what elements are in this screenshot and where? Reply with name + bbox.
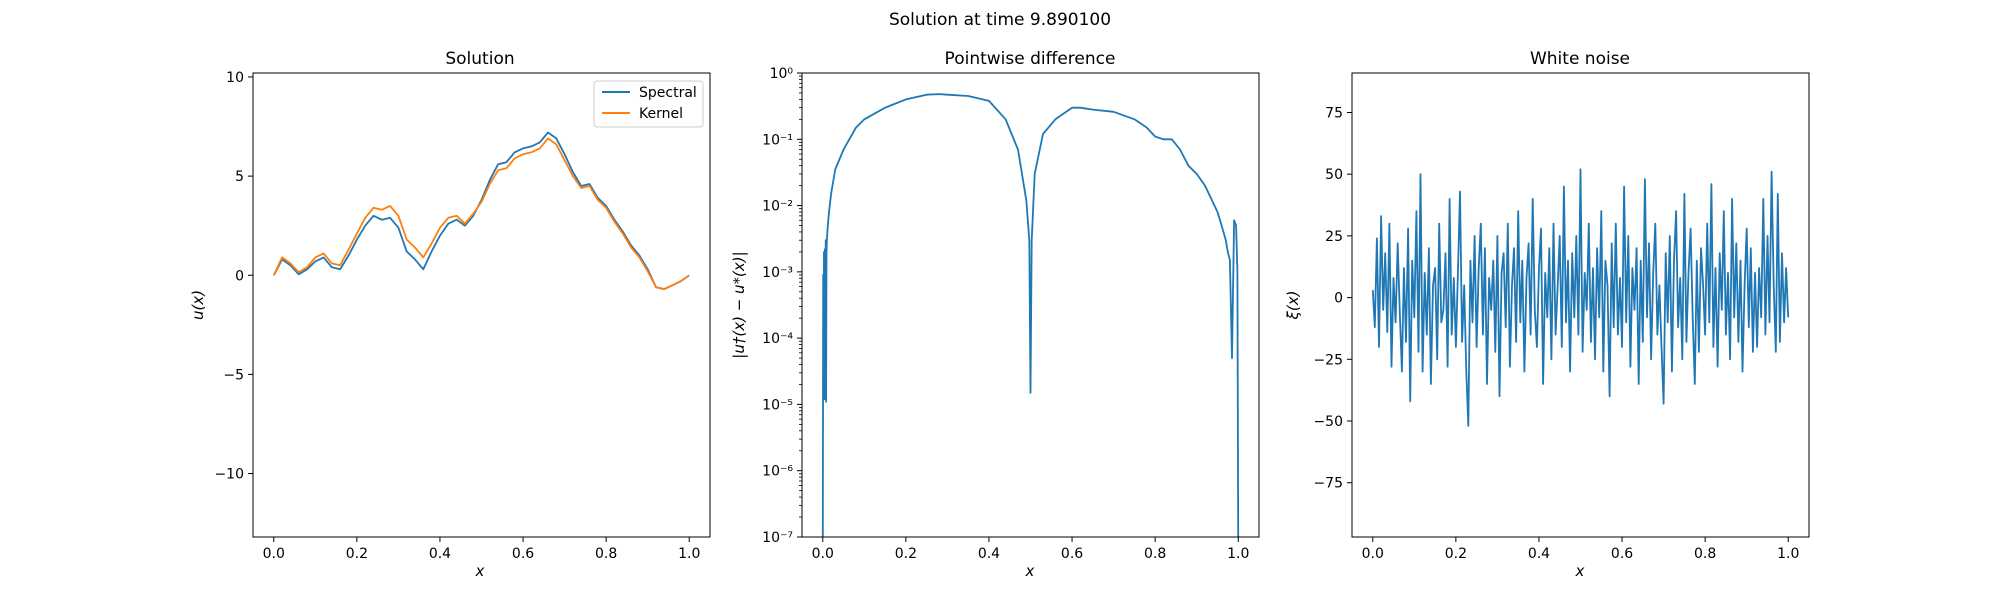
y-tick-label: 10⁻⁵ xyxy=(762,397,793,413)
noise-series xyxy=(1371,168,1790,427)
solution-y-label: u(x) xyxy=(189,290,207,320)
noise-y-label: ξ(x) xyxy=(1284,291,1302,321)
solution-legend: Spectral Kernel xyxy=(593,80,704,128)
x-tick-label: 0.0 xyxy=(812,546,834,562)
difference-x-label: x xyxy=(1025,562,1035,580)
noise-title: White noise xyxy=(1530,49,1630,69)
y-tick-label: −25 xyxy=(1313,352,1343,368)
y-tick-label: 10⁻¹ xyxy=(762,132,793,148)
y-tick-label: 10⁻³ xyxy=(762,265,793,281)
series-line-series-0 xyxy=(821,93,1240,538)
y-tick-label: −75 xyxy=(1313,476,1343,492)
legend-kernel-label: Kernel xyxy=(639,106,683,122)
x-tick-label: 0.6 xyxy=(1061,546,1083,562)
solution-axes-frame xyxy=(252,72,711,538)
noise-x-label: x xyxy=(1575,562,1585,580)
x-tick-label: 0.0 xyxy=(1362,546,1384,562)
x-tick-label: 0.4 xyxy=(1528,546,1550,562)
y-tick-label: 0 xyxy=(1334,291,1343,307)
x-tick-label: 0.8 xyxy=(1694,546,1716,562)
y-tick-label: 10 xyxy=(226,70,244,86)
noise-panel: White noise 0.0 0.2 0.4 0.6 0.8 1.0 75 50 25 0 −2… xyxy=(1284,49,1810,580)
x-tick-label: 0.8 xyxy=(1144,546,1166,562)
y-tick-label: 10⁻⁴ xyxy=(762,331,793,347)
noise-axes-frame xyxy=(1351,72,1810,538)
x-tick-label: 1.0 xyxy=(1777,546,1799,562)
x-tick-label: 0.4 xyxy=(429,546,451,562)
solution-title: Solution xyxy=(445,49,514,69)
x-tick-label: 1.0 xyxy=(678,546,700,562)
series-line-kernel xyxy=(272,137,690,291)
solution-x-label: x xyxy=(475,562,485,580)
legend-spectral-label: Spectral xyxy=(639,85,697,101)
difference-x-ticks: 0.0 0.2 0.4 0.6 0.8 1.0 xyxy=(812,537,1249,562)
x-tick-label: 0.8 xyxy=(595,546,617,562)
y-tick-label: −5 xyxy=(223,367,244,383)
y-tick-label: −50 xyxy=(1313,414,1343,430)
difference-y-label: |u†(x) − u*(x)| xyxy=(730,251,748,358)
x-tick-label: 0.2 xyxy=(346,546,368,562)
x-tick-label: 0.6 xyxy=(1611,546,1633,562)
x-tick-label: 0.2 xyxy=(895,546,917,562)
x-tick-label: 0.0 xyxy=(263,546,285,562)
x-tick-label: 0.2 xyxy=(1445,546,1467,562)
noise-y-ticks: 75 50 25 0 −25 −50 −75 xyxy=(1313,105,1352,492)
y-tick-label: 50 xyxy=(1325,167,1343,183)
noise-x-ticks: 0.0 0.2 0.4 0.6 0.8 1.0 xyxy=(1362,537,1799,562)
figure-suptitle: Solution at time 9.890100 xyxy=(889,10,1111,30)
difference-title: Pointwise difference xyxy=(945,49,1116,69)
series-line-series-0 xyxy=(1371,168,1790,427)
solution-x-ticks: 0.0 0.2 0.4 0.6 0.8 1.0 xyxy=(263,537,700,562)
solution-y-ticks: 10 5 0 −5 −10 xyxy=(214,70,253,483)
y-tick-label: 5 xyxy=(235,169,244,185)
x-tick-label: 1.0 xyxy=(1227,546,1249,562)
y-tick-label: 10⁻⁶ xyxy=(762,464,793,480)
y-tick-label: 75 xyxy=(1325,105,1343,121)
difference-panel: Pointwise difference 0.0 0.2 0.4 0.6 0.8 1.0 … xyxy=(730,49,1260,580)
y-tick-label: −10 xyxy=(214,467,244,483)
solution-series xyxy=(272,131,690,291)
y-tick-label: 10⁻² xyxy=(762,199,793,215)
series-line-spectral xyxy=(273,131,690,291)
y-tick-label: 10⁻⁷ xyxy=(762,530,793,546)
difference-series xyxy=(821,93,1240,538)
y-tick-label: 25 xyxy=(1325,229,1343,245)
difference-y-ticks: 10⁻⁷ 10⁻⁶ 10⁻⁵ 10⁻⁴ 10⁻³ 10⁻² 10⁻¹ 10⁰ xyxy=(762,66,802,546)
difference-axes-frame xyxy=(801,72,1260,538)
y-tick-label: 10⁰ xyxy=(770,66,794,82)
x-tick-label: 0.6 xyxy=(512,546,534,562)
y-tick-label: 0 xyxy=(235,268,244,284)
x-tick-label: 0.4 xyxy=(978,546,1000,562)
